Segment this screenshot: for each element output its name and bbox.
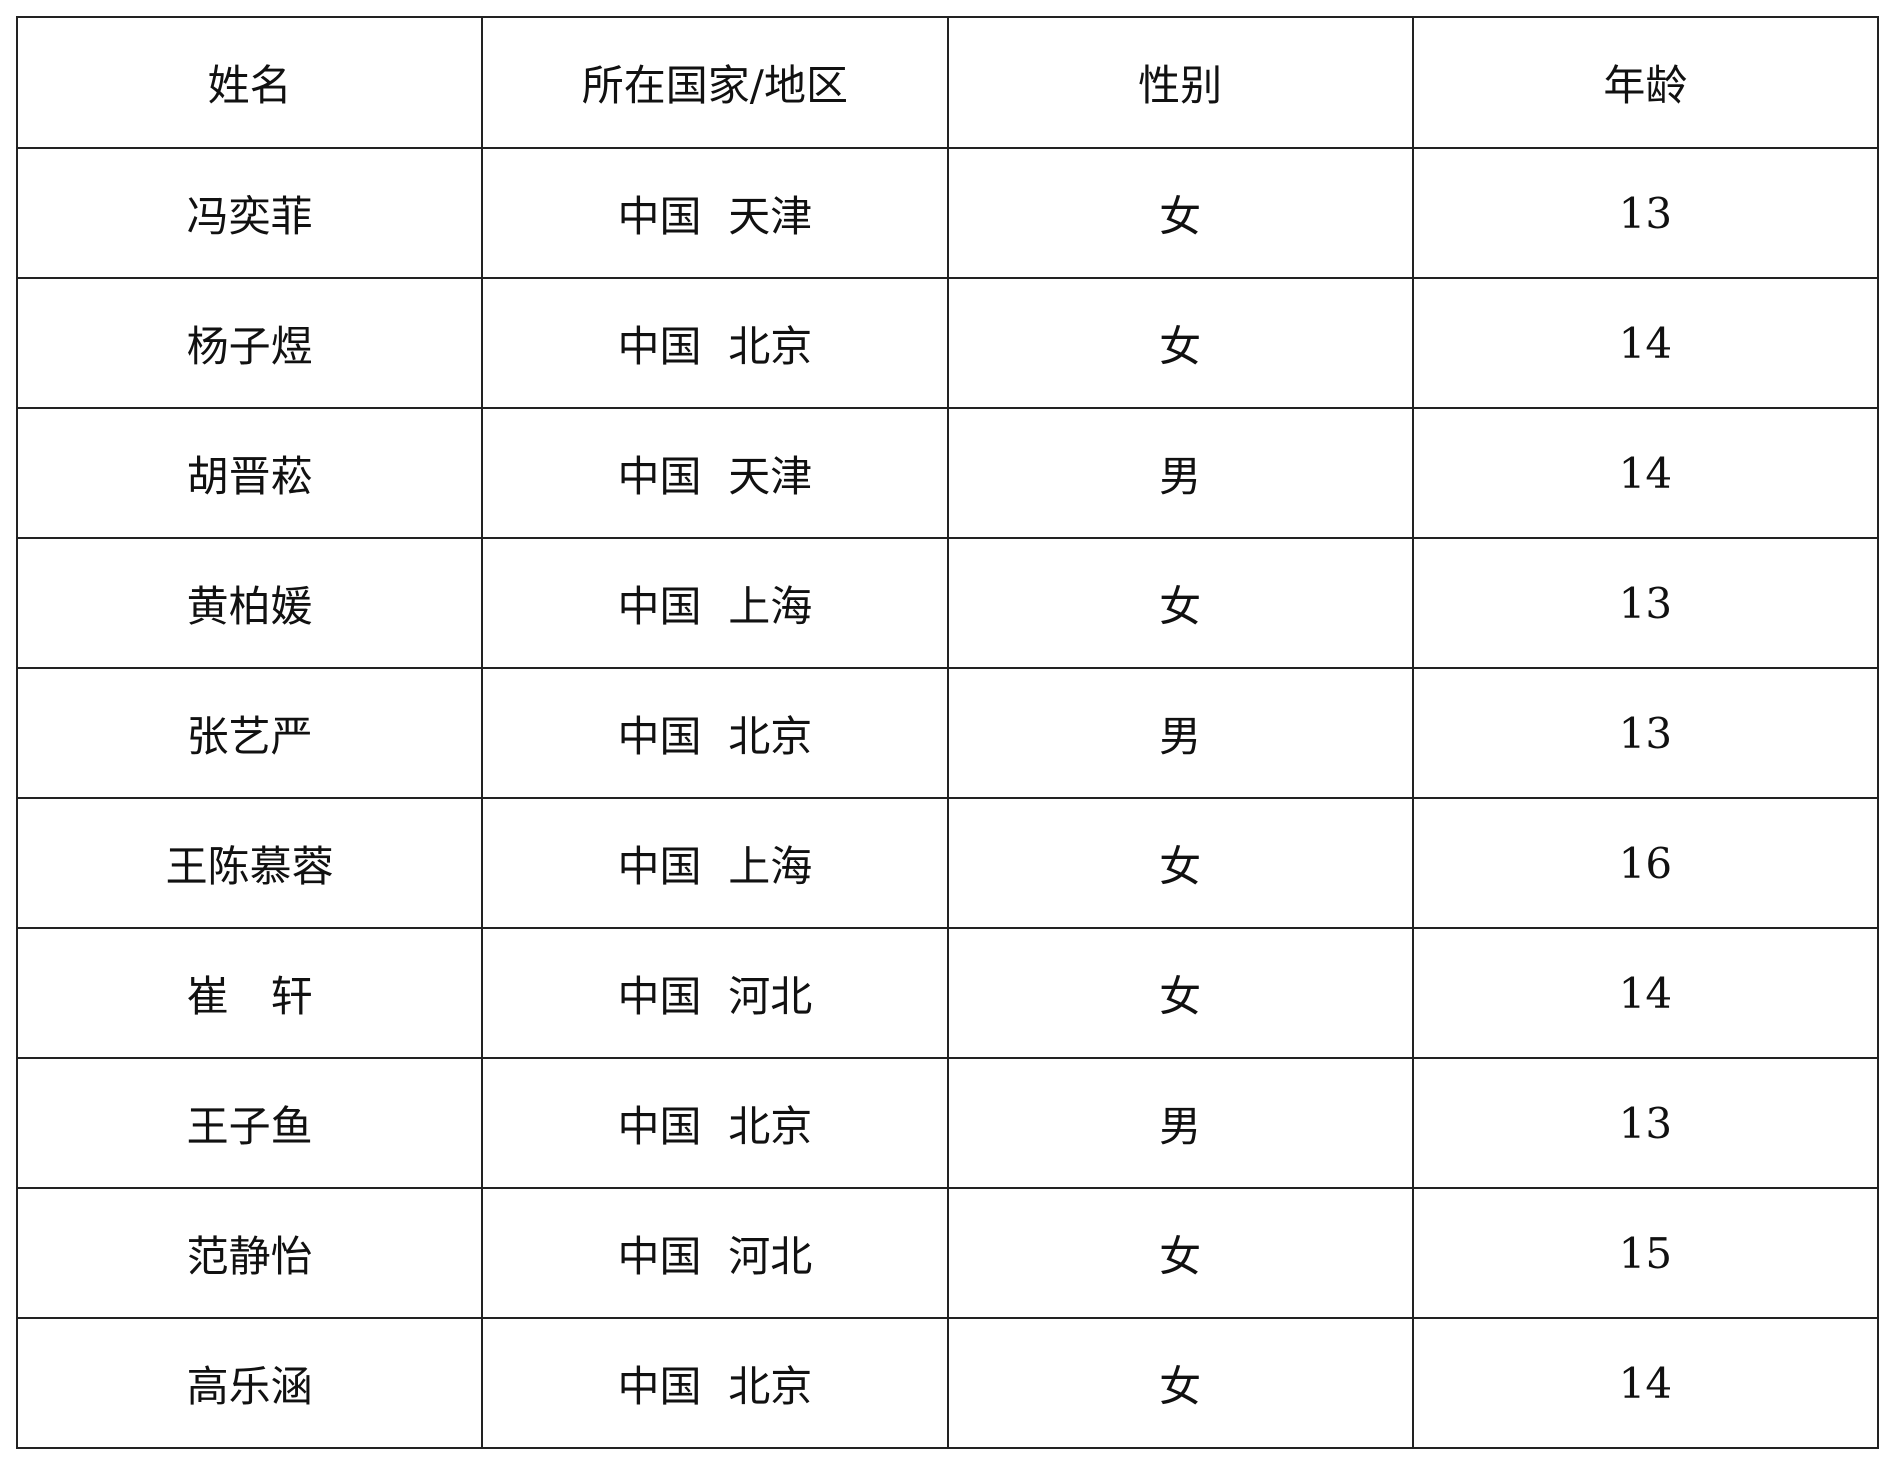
cell-location: 中国 北京 [481,1317,949,1449]
cell-gender: 男 [946,407,1414,539]
table-row: 冯奕菲 中国 天津女 13 [15,147,1880,279]
cell-location: 中国 河北 [481,1187,949,1319]
header-age: 年龄 [1411,16,1880,149]
table-row: 胡晋菘 中国 天津男 14 [15,407,1880,539]
header-name: 姓名 [15,16,484,149]
table-row: 崔 轩中国 河北女 14 [15,927,1880,1059]
header-row: 姓名 所在国家/地区 性别 年龄 [15,16,1880,149]
table-row: 高乐涵 中国 北京女 14 [15,1317,1880,1449]
cell-name: 胡晋菘 [15,407,484,539]
cell-gender: 女 [946,1317,1414,1449]
cell-name: 杨子煜 [15,277,484,409]
cell-age: 13 [1411,147,1880,279]
cell-location: 中国 北京 [481,277,949,409]
cell-name: 王陈慕蓉 [15,797,484,929]
cell-gender: 女 [946,927,1414,1059]
cell-name: 黄柏媛 [15,537,484,669]
cell-location: 中国 上海 [481,797,949,929]
participants-table: 姓名 所在国家/地区 性别 年龄 冯奕菲 中国 天津女 13 杨子煜 中国 北京女 14 胡… [15,16,1880,1449]
cell-location: 中国 天津 [481,147,949,279]
table-row: 黄柏媛 中国 上海女 13 [15,537,1880,669]
header-gender: 性别 [946,16,1414,149]
cell-gender: 女 [946,1187,1414,1319]
cell-location: 中国 天津 [481,407,949,539]
table-row: 杨子煜 中国 北京女 14 [15,277,1880,409]
cell-age: 13 [1411,537,1880,669]
cell-location: 中国 上海 [481,537,949,669]
table-row: 张艺严 中国 北京男 13 [15,667,1880,799]
cell-gender: 女 [946,537,1414,669]
cell-age: 14 [1411,927,1880,1059]
cell-location: 中国 北京 [481,1057,949,1189]
cell-age: 14 [1411,1317,1880,1449]
table-row: 王陈慕蓉 中国 上海女 16 [15,797,1880,929]
cell-name: 高乐涵 [15,1317,484,1449]
cell-gender: 男 [946,667,1414,799]
cell-location: 中国 北京 [481,667,949,799]
cell-gender: 女 [946,277,1414,409]
cell-age: 13 [1411,667,1880,799]
cell-name: 王子鱼 [15,1057,484,1189]
cell-name: 崔 轩 [15,927,484,1059]
table-row: 王子鱼 中国 北京男 13 [15,1057,1880,1189]
table-row: 范静怡 中国 河北女 15 [15,1187,1880,1319]
cell-age: 13 [1411,1057,1880,1189]
cell-name: 张艺严 [15,667,484,799]
cell-location: 中国 河北 [481,927,949,1059]
cell-gender: 女 [946,797,1414,929]
cell-age: 16 [1411,797,1880,929]
cell-age: 14 [1411,277,1880,409]
cell-name: 范静怡 [15,1187,484,1319]
cell-age: 14 [1411,407,1880,539]
cell-gender: 女 [946,147,1414,279]
cell-age: 15 [1411,1187,1880,1319]
cell-gender: 男 [946,1057,1414,1189]
header-location: 所在国家/地区 [481,16,949,149]
cell-name: 冯奕菲 [15,147,484,279]
